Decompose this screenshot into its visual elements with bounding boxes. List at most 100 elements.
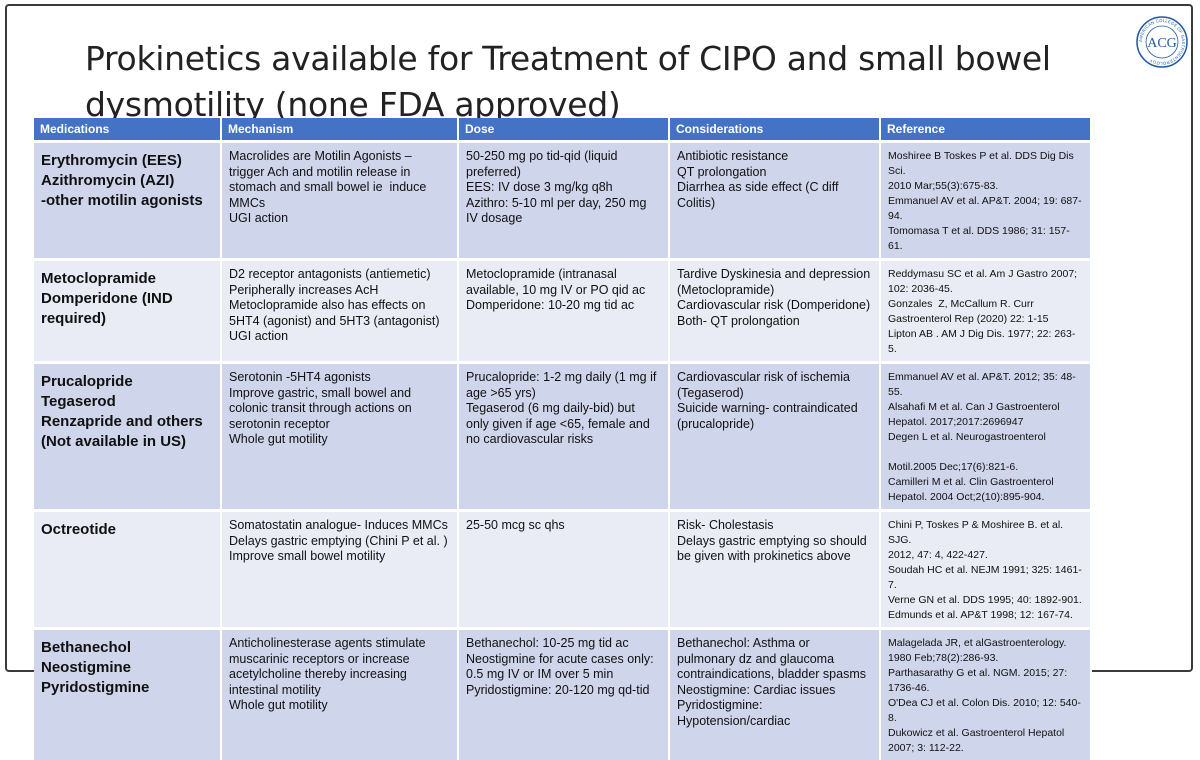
- dose-cell: 25-50 mcg sc qhs: [458, 511, 669, 629]
- reference-cell: Chini P, Toskes P & Moshiree B. et al. S…: [880, 511, 1091, 629]
- cell-line: Whole gut motility: [229, 432, 450, 448]
- cell-line: Renzapride and others: [41, 412, 213, 432]
- cell-line: Peripherally increases AcH: [229, 283, 450, 299]
- medication-cell: Erythromycin (EES)Azithromycin (AZI)-oth…: [34, 142, 221, 260]
- considerations-cell: Tardive Dyskinesia and depression(Metocl…: [669, 260, 880, 363]
- cell-line: Moshiree B Toskes P et al. DDS Dig Dis S…: [888, 149, 1083, 179]
- cell-line: 55.: [888, 385, 1083, 400]
- cell-line: be given with prokinetics above: [677, 549, 872, 565]
- cell-line: Neostigmine for acute cases only:: [466, 652, 661, 668]
- cell-line: Somatostatin analogue- Induces MMCs: [229, 518, 450, 534]
- cell-line: Metoclopramide: [41, 269, 213, 289]
- cell-line: Tardive Dyskinesia and depression: [677, 267, 872, 283]
- mechanism-cell: D2 receptor antagonists (antiemetic)Peri…: [221, 260, 458, 363]
- reference-cell: Malagelada JR, et alGastroenterology.198…: [880, 629, 1091, 760]
- cell-line: Diarrhea as side effect (C diff: [677, 180, 872, 196]
- cell-line: Emmanuel AV et al. AP&T. 2012; 35: 48-: [888, 370, 1083, 385]
- cell-line: [888, 445, 1083, 460]
- cell-line: Malagelada JR, et alGastroenterology.: [888, 636, 1083, 651]
- cell-line: Tegaserod (6 mg daily-bid) but: [466, 401, 661, 417]
- cell-line: Octreotide: [41, 520, 213, 540]
- cell-line: IV dosage: [466, 211, 661, 227]
- column-header-reference: Reference: [880, 118, 1091, 142]
- cell-line: 1736-46.: [888, 681, 1083, 696]
- cell-line: acetylcholine thereby increasing: [229, 667, 450, 683]
- table-header-row: Medications Mechanism Dose Consideration…: [34, 118, 1091, 142]
- cell-line: Pyridostigmine: 20-120 mg qd-tid: [466, 683, 661, 699]
- column-header-mechanism: Mechanism: [221, 118, 458, 142]
- slide-title-line: Prokinetics available for Treatment of C…: [85, 36, 1085, 82]
- cell-line: 2010 Mar;55(3):675-83.: [888, 179, 1083, 194]
- cell-line: Metoclopramide (intranasal: [466, 267, 661, 283]
- cell-line: Tomomasa T et al. DDS 1986; 31: 157-61.: [888, 224, 1083, 254]
- cell-line: contraindications, bladder spasms: [677, 667, 872, 683]
- cell-line: Degen L et al. Neurogastroenterol: [888, 430, 1083, 445]
- cell-line: Chini P, Toskes P & Moshiree B. et al. S…: [888, 518, 1083, 548]
- cell-line: serotonin receptor: [229, 417, 450, 433]
- cell-line: 2012, 47: 4, 422-427.: [888, 548, 1083, 563]
- cell-line: Macrolides are Motilin Agonists –: [229, 149, 450, 165]
- mechanism-cell: Macrolides are Motilin Agonists –trigger…: [221, 142, 458, 260]
- cell-line: Dukowicz et al. Gastroenterol Hepatol: [888, 726, 1083, 741]
- cell-line: Pyridostigmine: [41, 678, 213, 698]
- cell-line: Emmanuel AV et al. AP&T. 2004; 19: 687-: [888, 194, 1083, 209]
- considerations-cell: Cardiovascular risk of ischemia(Tegasero…: [669, 363, 880, 511]
- cell-line: Delays gastric emptying (Chini P et al. …: [229, 534, 450, 550]
- reference-cell: Emmanuel AV et al. AP&T. 2012; 35: 48-55…: [880, 363, 1091, 511]
- cell-line: Gastroenterol Rep (2020) 22: 1-15: [888, 312, 1083, 327]
- cell-line: Alsahafi M et al. Can J Gastroenterol: [888, 400, 1083, 415]
- cell-line: Bethanechol: [41, 638, 213, 658]
- cell-line: -other motilin agonists: [41, 191, 213, 211]
- cell-line: (Metoclopramide): [677, 283, 872, 299]
- cell-line: Neostigmine: [41, 658, 213, 678]
- cell-line: Azithro: 5-10 ml per day, 250 mg: [466, 196, 661, 212]
- cell-line: O'Dea CJ et al. Colon Dis. 2010; 12: 540…: [888, 696, 1083, 726]
- cell-line: QT prolongation: [677, 165, 872, 181]
- cell-line: 102: 2036-45.: [888, 282, 1083, 297]
- cell-line: Hepatol. 2017;2017:2696947: [888, 415, 1083, 430]
- svg-text:ACG: ACG: [1147, 36, 1177, 51]
- cell-line: Hypotension/cardiac: [677, 714, 872, 730]
- cell-line: Hepatol. 2004 Oct;2(10):895-904.: [888, 490, 1083, 505]
- cell-line: Cardiovascular risk (Domperidone): [677, 298, 872, 314]
- cell-line: Risk- Cholestasis: [677, 518, 872, 534]
- cell-line: Antibiotic resistance: [677, 149, 872, 165]
- slide-title: Prokinetics available for Treatment of C…: [85, 36, 1085, 128]
- cell-line: Neostigmine: Cardiac issues: [677, 683, 872, 699]
- cell-line: 5HT4 (agonist) and 5HT3 (antagonist): [229, 314, 450, 330]
- table-row: Octreotide Somatostatin analogue- Induces…: [34, 511, 1091, 629]
- cell-line: 50-250 mg po tid-qid (liquid: [466, 149, 661, 165]
- cell-line: required): [41, 309, 213, 329]
- cell-line: Anticholinesterase agents stimulate: [229, 636, 450, 652]
- reference-cell: Moshiree B Toskes P et al. DDS Dig Dis S…: [880, 142, 1091, 260]
- cell-line: Both- QT prolongation: [677, 314, 872, 330]
- cell-line: Reddymasu SC et al. Am J Gastro 2007;: [888, 267, 1083, 282]
- cell-line: 1980 Feb;78(2):286-93.: [888, 651, 1083, 666]
- cell-line: UGI action: [229, 211, 450, 227]
- cell-line: Domperidone (IND: [41, 289, 213, 309]
- cell-line: Tegaserod: [41, 392, 213, 412]
- acg-logo: AMERICAN COLLEGE OF GASTROENTEROLOGY ACG: [1136, 16, 1188, 68]
- reference-cell: Reddymasu SC et al. Am J Gastro 2007;102…: [880, 260, 1091, 363]
- cell-line: MMCs: [229, 196, 450, 212]
- cell-line: EES: IV dose 3 mg/kg q8h: [466, 180, 661, 196]
- cell-line: Bethanechol: Asthma or: [677, 636, 872, 652]
- cell-line: Domperidone: 10-20 mg tid ac: [466, 298, 661, 314]
- cell-line: available, 10 mg IV or PO qid ac: [466, 283, 661, 299]
- cell-line: Serotonin -5HT4 agonists: [229, 370, 450, 386]
- cell-line: Azithromycin (AZI): [41, 171, 213, 191]
- cell-line: 2007; 3: 112-22.: [888, 741, 1083, 756]
- table-row: Erythromycin (EES)Azithromycin (AZI)-oth…: [34, 142, 1091, 260]
- cell-line: Edmunds et al. AP&T 1998; 12: 167-74.: [888, 608, 1083, 623]
- cell-line: no cardiovascular risks: [466, 432, 661, 448]
